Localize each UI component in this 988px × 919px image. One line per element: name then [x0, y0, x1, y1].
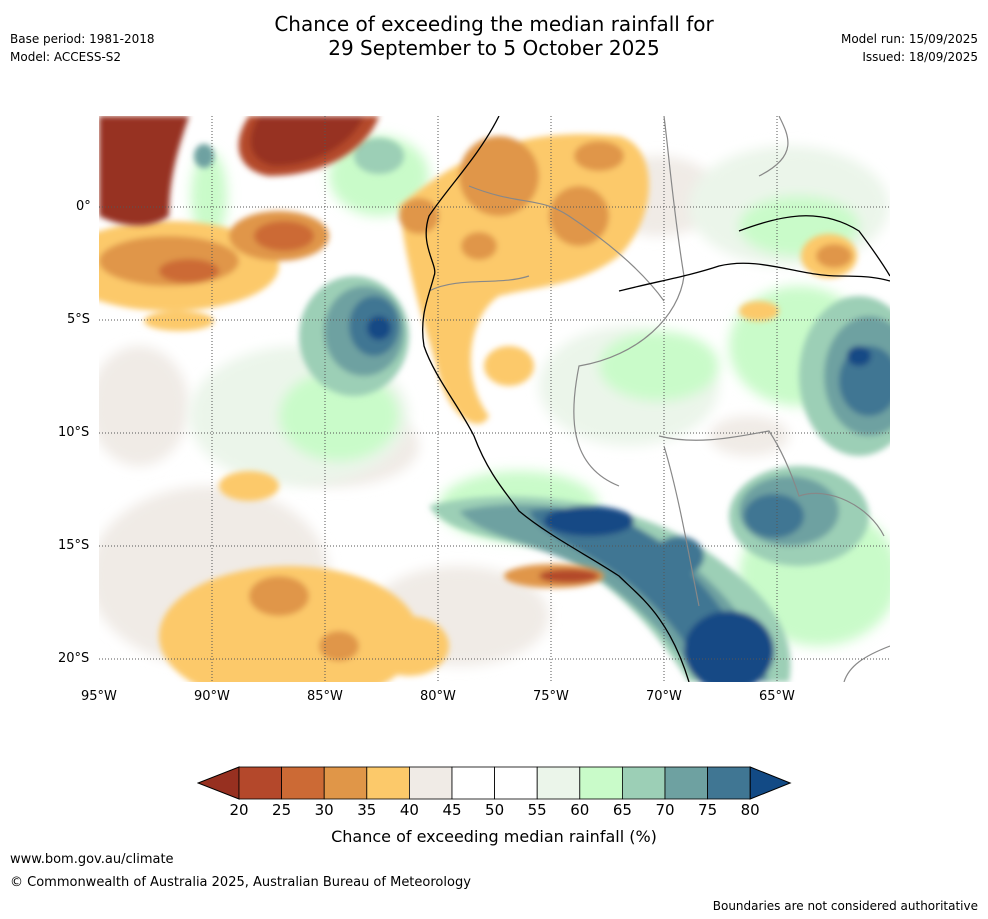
lat-label-10s: 10°S [58, 425, 90, 440]
colorbar-swatch-30-35 [323, 766, 368, 800]
blue-regions [194, 138, 890, 682]
lat-label-15s: 15°S [58, 538, 90, 553]
colorbar-swatch-35-40 [366, 766, 410, 800]
colorbar-tick-55: 55 [527, 801, 547, 819]
colorbar-tick-20: 20 [229, 801, 249, 819]
map-title: Chance of exceeding the median rainfall … [0, 12, 988, 60]
lat-label-20s: 20°S [58, 651, 90, 666]
lat-label-0: 0° [76, 199, 91, 214]
map-graphic [99, 116, 890, 682]
colorbar [197, 766, 792, 800]
colorbar-swatch-25-30 [281, 766, 325, 800]
colorbar-swatch-45-50 [451, 766, 495, 800]
model-run-text: Model run: 15/09/2025 [840, 32, 978, 46]
lon-label-65w: 65°W [759, 689, 795, 704]
orange-regions [99, 134, 857, 682]
lon-label-70w: 70°W [646, 689, 682, 704]
lat-label-5s: 5°S [67, 312, 91, 327]
footer-copyright: © Commonwealth of Australia 2025, Austra… [10, 875, 471, 890]
footer-url[interactable]: www.bom.gov.au/climate [10, 852, 174, 867]
colorbar-tick-25: 25 [272, 801, 292, 819]
issued-text: Issued: 18/09/2025 [862, 50, 978, 64]
colorbar-swatch-60-65 [579, 766, 623, 800]
colorbar-swatch-65-70 [621, 766, 666, 800]
colorbar-tick-60: 60 [570, 801, 590, 819]
colorbar-swatch-70-75 [664, 766, 708, 800]
colorbar-tick-35: 35 [357, 801, 377, 819]
rainfall-probability-map [99, 116, 890, 682]
lon-label-95w: 95°W [81, 689, 117, 704]
brown-regions [99, 116, 379, 226]
colorbar-tick-75: 75 [698, 801, 718, 819]
lon-label-85w: 85°W [307, 689, 343, 704]
graticule [99, 116, 890, 682]
title-line-2: 29 September to 5 October 2025 [328, 36, 660, 60]
colorbar-tick-45: 45 [442, 801, 462, 819]
coastline [422, 116, 890, 682]
colorbar-swatch-20-25 [238, 766, 282, 800]
lon-label-75w: 75°W [533, 689, 569, 704]
colorbar-tick-50: 50 [485, 801, 505, 819]
base-period-text: Base period: 1981-2018 [10, 32, 155, 46]
colorbar-tick-30: 30 [314, 801, 334, 819]
country-borders [428, 116, 890, 682]
colorbar-ticks: 20 25 30 35 40 45 50 55 60 65 70 75 80 [229, 801, 759, 821]
colorbar-tick-65: 65 [612, 801, 632, 819]
colorbar-swatch-40-45 [408, 766, 453, 800]
lon-label-90w: 90°W [194, 689, 230, 704]
model-text: Model: ACCESS-S2 [10, 50, 122, 64]
title-line-1: Chance of exceeding the median rainfall … [274, 12, 714, 36]
colorbar-tick-70: 70 [655, 801, 675, 819]
footer-disclaimer: Boundaries are not considered authoritat… [712, 899, 978, 913]
colorbar-swatches [197, 766, 792, 800]
colorbar-label: Chance of exceeding median rainfall (%) [331, 827, 657, 846]
lon-label-80w: 80°W [420, 689, 456, 704]
colorbar-swatch-50-55 [494, 766, 538, 800]
colorbar-swatch-75-80 [707, 766, 751, 800]
colorbar-extend-low [197, 766, 240, 800]
colorbar-extend-high [749, 766, 792, 800]
colorbar-tick-80: 80 [740, 801, 760, 819]
colorbar-swatch-55-60 [536, 766, 581, 800]
colorbar-tick-40: 40 [399, 801, 419, 819]
